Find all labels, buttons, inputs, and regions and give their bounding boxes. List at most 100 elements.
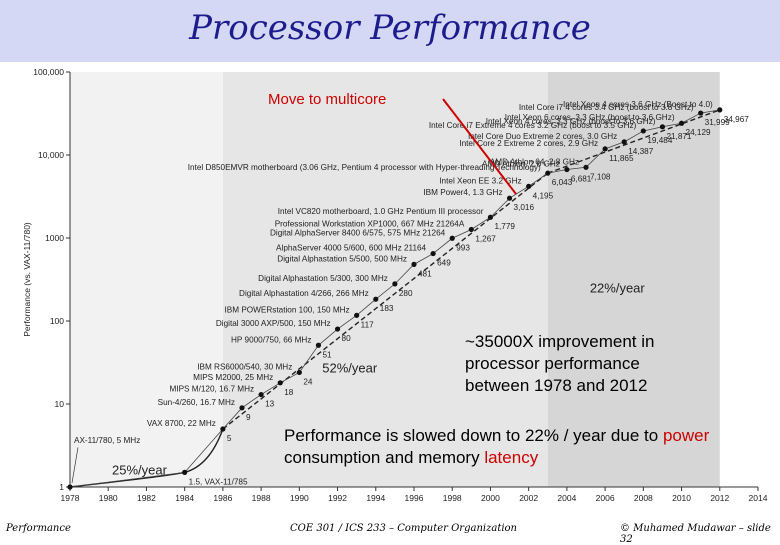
x-tick-label: 1998 [443,493,462,503]
data-point-annotation: Digital 3000 AXP/500, 150 MHz [216,319,331,328]
x-tick-label: 2004 [557,493,576,503]
footer-center: COE 301 / ICS 233 – Computer Organizatio… [290,523,517,534]
data-point [545,170,551,176]
x-tick-label: 2006 [596,493,615,503]
footer-right: © Muhamed Mudawar – slide 32 [620,523,771,545]
data-point [506,195,513,201]
y-tick-label: 1000 [45,233,64,243]
slowdown-text-2: consumption and memory [284,448,485,467]
x-tick-label: 2014 [749,493,768,503]
slide-title: Processor Performance [189,8,591,48]
data-value-label: 5 [227,434,232,443]
data-point-annotation: IBM POWERstation 100, 150 MHz [225,305,350,314]
data-value-label: 1,267 [475,234,496,243]
data-value-label: 649 [437,259,451,268]
data-point [659,124,666,130]
x-tick-label: 1978 [61,493,80,503]
growth-region-1 [70,72,223,487]
data-point [373,296,379,302]
performance-chart: 25%/year 52%/year 22%/year 1 10 100 1000 10,000… [22,67,768,503]
data-point [564,166,570,173]
data-point [392,281,398,287]
y-tick-label: 1 [59,482,64,492]
data-value-label: 9 [246,413,251,422]
x-tick-label: 1994 [366,493,385,503]
data-point [449,235,455,241]
improvement-callout: ~35000X improvement in processor perform… [465,332,655,395]
data-value-label: 117 [361,320,374,329]
data-point [640,128,646,134]
slowdown-latency: latency [484,448,539,467]
data-point [717,107,723,113]
data-value-label: 21,871 [666,132,691,141]
data-point-annotation: Digital AlphaServer 8400 6/575, 575 MHz … [270,228,446,237]
data-point [621,139,627,145]
data-point [258,391,264,398]
data-point [220,426,226,432]
data-point [296,369,302,376]
data-point-annotation: VAX 8700, 22 MHz [147,419,216,428]
data-point [182,469,188,475]
slowdown-callout: Performance is slowed down to 22% / year… [284,425,744,469]
data-point-annotation: Intel VC820 motherboard, 1.0 GHz Pentium… [278,207,484,216]
x-tick-label: 1982 [137,493,156,503]
data-value-label: 19,484 [647,136,672,145]
data-point-annotation: Intel Xeon 4 cores 3.6 GHz (Boost to 4.0… [563,100,713,109]
x-tick-label: 2012 [710,493,729,503]
data-point [67,484,73,490]
data-point-annotation: Professional Workstation XP1000, 667 MHz… [275,219,465,228]
growth-rate-label-2: 52%/year [322,360,378,375]
data-point-annotation: Digital Alphastation 4/266, 266 MHz [239,289,369,298]
x-tick-label: 1988 [252,493,271,503]
data-point-annotation: AMD Athlon, 2.6 GHz [482,160,560,169]
data-point [698,110,704,116]
data-point-annotation: IBM Power4, 1.3 GHz [423,188,502,197]
x-tick-label: 1980 [99,493,118,503]
x-tick-label: 2008 [634,493,653,503]
data-point-annotation: AMD Athlon 64, 2.8 GHz [490,157,579,166]
data-point-annotation: Intel Xeon 6 cores, 3.3 GHz (boost to 3.… [505,113,675,122]
data-value-label: 6,681 [571,175,592,184]
data-point-annotation: Intel Xeon EE 3.2 GHz [439,176,521,185]
data-value-label: 11,865 [609,154,634,163]
data-point-annotation: MIPS M2000, 25 MHz [193,373,273,382]
data-value-label: 3,016 [514,203,535,212]
data-point-annotation: Sun-4/260, 16.7 MHz [158,398,235,407]
y-axis-label: Performance (vs. VAX-11/780) [22,222,32,337]
data-value-label: 31,999 [705,118,730,127]
data-value-label: 51 [322,350,332,359]
data-point [526,183,532,189]
x-tick-label: 1986 [213,493,232,503]
data-value-label: 34,967 [724,115,749,124]
data-point-annotation: Intel Core i7 4 cores 3.4 GHz (boost to … [519,103,694,112]
x-tick-label: 2002 [519,493,538,503]
y-tick-label: 10,000 [38,150,64,160]
trend-line-52pct [222,172,549,430]
data-point-annotation: MIPS M/120, 16.7 MHz [169,385,254,394]
data-point [315,342,322,348]
x-tick-label: 2000 [481,493,500,503]
data-value-label: 4,195 [533,191,554,200]
vax-780-label: AX-11/780, 5 MHz [74,436,140,445]
data-value-label: 80 [342,334,352,343]
data-point [430,250,436,257]
data-value-label: 993 [456,243,470,252]
slowdown-text-1: Performance is slowed down to 22% / year… [284,426,663,445]
growth-rate-label-1: 25%/year [112,462,168,477]
footer-left: Performance [6,523,71,534]
x-tick-label: 1984 [175,493,194,503]
x-tick-label: 1992 [328,493,347,503]
x-tick-label: 1990 [290,493,309,503]
data-point [678,120,685,126]
data-point [334,326,341,332]
data-point-annotation: AlphaServer 4000 5/600, 600 MHz 21164 [276,244,426,253]
data-value-label: 183 [380,304,394,313]
slowdown-power: power [662,426,710,445]
x-tick-label: 2010 [672,493,691,503]
data-value-label: 1.5, VAX-11/785 [189,477,248,486]
data-point [277,380,283,386]
title-band [0,0,780,62]
data-value-label: 1,779 [494,222,515,231]
data-value-label: 481 [418,269,432,278]
data-point-annotation: Intel D850EMVR motherboard (3.06 GHz, Pe… [188,163,541,172]
